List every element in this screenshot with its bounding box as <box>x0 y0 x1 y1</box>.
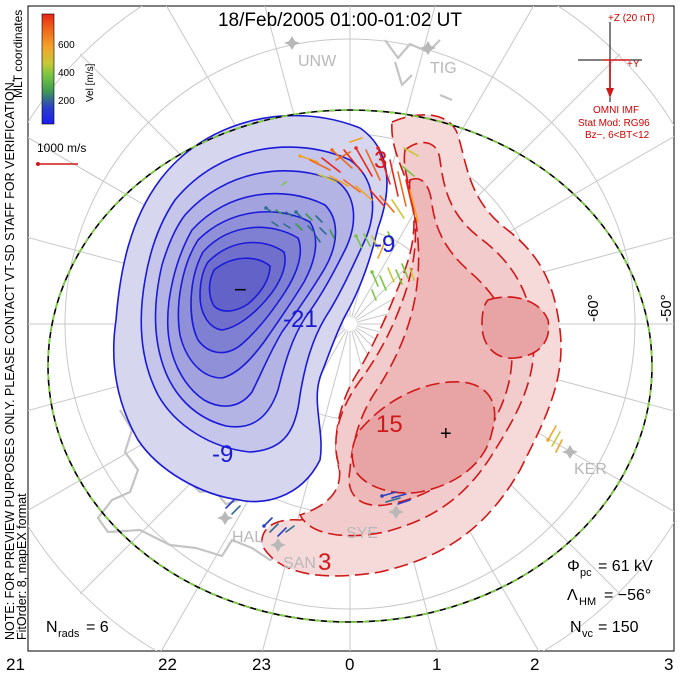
mlt-label-23: 23 <box>252 655 271 674</box>
station-label-sye: SYE <box>346 525 378 542</box>
mlt-label-0: 0 <box>345 655 354 674</box>
lat-label-60: -60° <box>585 294 602 322</box>
contour-label-1: -21 <box>283 306 318 333</box>
colorbar-tick-600: 600 <box>58 40 75 51</box>
imf-title: OMNI IMF <box>593 105 639 116</box>
station-label-san: SAN <box>283 555 316 572</box>
map-title: 18/Feb/2005 01:00-01:02 UT <box>218 10 462 31</box>
stat-nrads: N rads = 6 <box>46 619 109 640</box>
stat-nrads-value: = 6 <box>86 619 109 636</box>
stat-phi: Φ pc = 61 kV <box>567 558 653 579</box>
station-label-tig: TIG <box>430 60 457 77</box>
hmb-boundary-dash <box>47 109 653 623</box>
lat-label-50: -50° <box>658 294 675 322</box>
stat-nvc-value: = 150 <box>598 619 639 636</box>
stat-lambda: Λ HM = −56° <box>567 587 651 608</box>
stat-phi-value: = 61 kV <box>598 558 653 575</box>
note-fitorder: FitOrder: 8, mapEX format <box>15 493 29 640</box>
colorbar <box>41 13 55 125</box>
contour-label-6: 3 <box>318 549 331 576</box>
stat-nvc: N vc = 150 <box>570 619 639 640</box>
colorbar-tick-400: 400 <box>58 68 75 79</box>
imf-z-label: +Z (20 nT) <box>608 13 655 24</box>
stat-phi-sub: pc <box>580 567 592 579</box>
note-preview: NOTE: FOR PREVIEW PURPOSES ONLY. PLEASE … <box>3 79 17 640</box>
stat-lambda-symbol: Λ <box>567 587 578 604</box>
stat-nrads-symbol: N <box>46 619 58 636</box>
imf-bz: Bz−, 6<BT<12 <box>585 130 650 141</box>
mlt-label-21: 21 <box>6 655 25 674</box>
station-label-ker: KER <box>574 461 607 478</box>
scale-vector-label: 1000 m/s <box>37 141 86 155</box>
contour-label-4: 15 <box>376 411 403 438</box>
potential-max-marker: + <box>440 423 452 445</box>
stat-lambda-value: = −56° <box>604 587 651 604</box>
scale-vector-dot <box>36 162 40 166</box>
imf-dial <box>578 22 642 102</box>
station-label-unw: UNW <box>298 53 337 70</box>
mlt-axis: 21 22 23 0 1 2 3 <box>6 655 673 674</box>
contour-label-2: -9 <box>212 441 233 468</box>
station-markers <box>217 36 578 552</box>
contour-label-5: 3 <box>374 147 387 174</box>
stat-phi-symbol: Φ <box>567 558 580 575</box>
mlt-label-2: 2 <box>530 655 539 674</box>
contour-label-3: -9 <box>374 231 395 258</box>
imf-stat-mod: Stat Mod: RG96 <box>578 118 650 129</box>
mlt-label-3: 3 <box>664 655 673 674</box>
vector-dots <box>262 146 550 528</box>
coord-label: MLT coordinates <box>11 10 25 98</box>
station-label-hal: HAL <box>232 529 263 546</box>
stat-lambda-sub: HM <box>579 596 596 608</box>
potential-min-marker: − <box>234 277 247 302</box>
mlt-label-22: 22 <box>158 655 177 674</box>
pole-marker <box>343 317 357 331</box>
negative-potential-cell <box>112 114 388 503</box>
velocity-vectors <box>225 137 563 537</box>
stat-nvc-sub: vc <box>582 628 594 640</box>
stat-nvc-symbol: N <box>570 619 582 636</box>
colorbar-tick-200: 200 <box>58 96 75 107</box>
colorbar-label: Vel [m/s] <box>85 63 96 102</box>
stat-nrads-sub: rads <box>58 628 80 640</box>
imf-y-label: +Y <box>627 59 640 70</box>
positive-potential-cell <box>261 113 562 577</box>
mlt-label-1: 1 <box>432 655 441 674</box>
